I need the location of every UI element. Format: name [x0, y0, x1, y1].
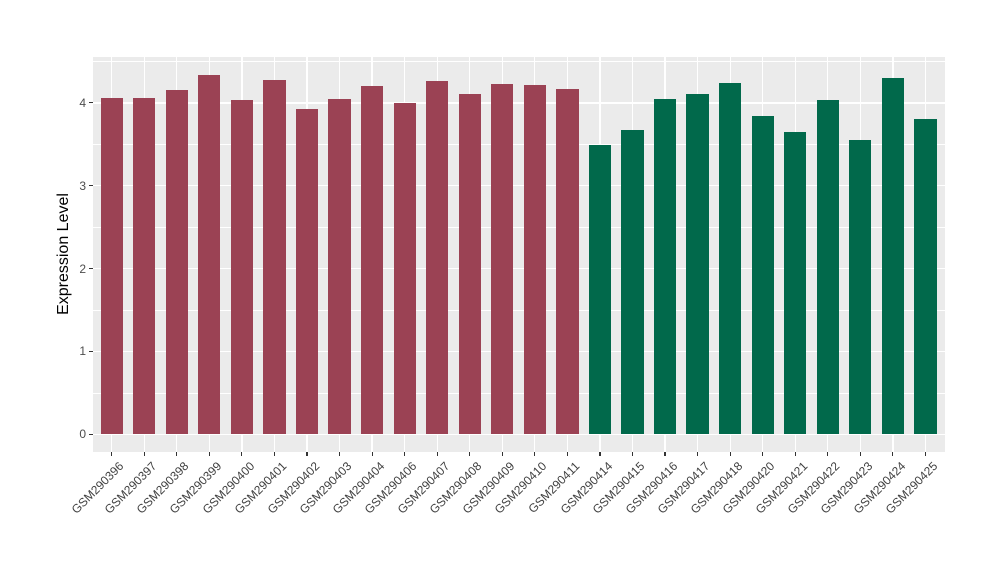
- bar-GSM290408: [458, 93, 481, 435]
- minor-gridline: [93, 392, 945, 394]
- major-gridline: [93, 267, 945, 270]
- x-axis-tick: [176, 452, 178, 456]
- minor-gridline: [93, 310, 945, 311]
- x-axis-tick: [241, 452, 243, 456]
- bar-GSM290406: [393, 102, 416, 435]
- minor-gridline: [93, 144, 945, 145]
- bar-GSM290418: [719, 83, 742, 435]
- bar-GSM290400: [230, 99, 254, 435]
- bar-GSM290402: [295, 108, 319, 435]
- x-axis-tick: [469, 452, 471, 456]
- y-axis-tick: [88, 185, 93, 187]
- bar-GSM290410: [523, 84, 546, 435]
- x-axis-tick: [859, 452, 861, 456]
- x-axis-tick: [338, 452, 341, 456]
- bar-GSM290420: [751, 116, 774, 435]
- bar-GSM290416: [653, 98, 677, 435]
- bar-GSM290396: [100, 97, 123, 435]
- x-axis-tick: [664, 452, 666, 456]
- x-axis-tick: [697, 452, 699, 456]
- x-axis-tick: [892, 452, 894, 456]
- x-axis-tick: [631, 452, 634, 456]
- major-gridline: [93, 350, 945, 353]
- x-axis-tick: [111, 452, 113, 456]
- bar-GSM290404: [360, 85, 384, 435]
- x-axis-tick: [794, 452, 796, 456]
- y-tick-label: 2: [79, 261, 86, 276]
- major-gridline: [93, 433, 945, 435]
- y-axis-tick: [88, 433, 93, 435]
- bar-GSM290397: [133, 97, 156, 435]
- x-axis-tick: [273, 452, 276, 456]
- x-axis-tick: [534, 452, 536, 456]
- x-axis-tick: [371, 452, 373, 456]
- x-axis-tick: [306, 452, 308, 456]
- x-axis-tick: [924, 452, 927, 456]
- x-axis-tick: [143, 452, 145, 456]
- x-axis-tick: [208, 452, 210, 456]
- bar-GSM290423: [849, 140, 872, 435]
- x-axis-tick: [501, 452, 503, 456]
- y-tick-label: 4: [79, 95, 86, 110]
- x-axis-tick: [827, 452, 829, 456]
- y-axis-tick: [88, 102, 93, 104]
- x-axis-tick: [599, 452, 601, 456]
- bar-GSM290424: [881, 78, 905, 435]
- bar-GSM290409: [491, 83, 514, 435]
- minor-gridline: [93, 227, 945, 228]
- y-axis-tick: [88, 350, 93, 353]
- bar-GSM290398: [165, 90, 188, 435]
- chart-panel: [93, 57, 945, 452]
- minor-gridline: [93, 61, 945, 63]
- y-tick-label: 0: [79, 427, 86, 442]
- bar-GSM290411: [556, 88, 579, 435]
- x-axis-tick: [566, 452, 568, 456]
- y-tick-label: 3: [79, 178, 86, 193]
- bar-GSM290415: [621, 130, 644, 435]
- y-axis-tick: [88, 268, 93, 270]
- bar-GSM290399: [198, 74, 221, 435]
- bar-GSM290403: [328, 98, 351, 435]
- bar-GSM290401: [263, 79, 286, 435]
- y-axis-title: Expression Level: [55, 193, 72, 315]
- bar-GSM290417: [686, 93, 709, 435]
- x-axis-tick: [404, 452, 406, 456]
- bar-GSM290425: [914, 118, 937, 435]
- bar-GSM290414: [588, 145, 612, 435]
- bar-GSM290421: [784, 131, 807, 435]
- x-axis-tick: [762, 452, 764, 456]
- x-axis-tick: [436, 452, 438, 456]
- y-tick-label: 1: [79, 344, 86, 359]
- major-gridline: [93, 102, 945, 104]
- bar-GSM290407: [426, 81, 449, 435]
- x-axis-tick: [729, 452, 731, 456]
- bar-GSM290422: [816, 100, 839, 435]
- major-gridline: [93, 185, 945, 187]
